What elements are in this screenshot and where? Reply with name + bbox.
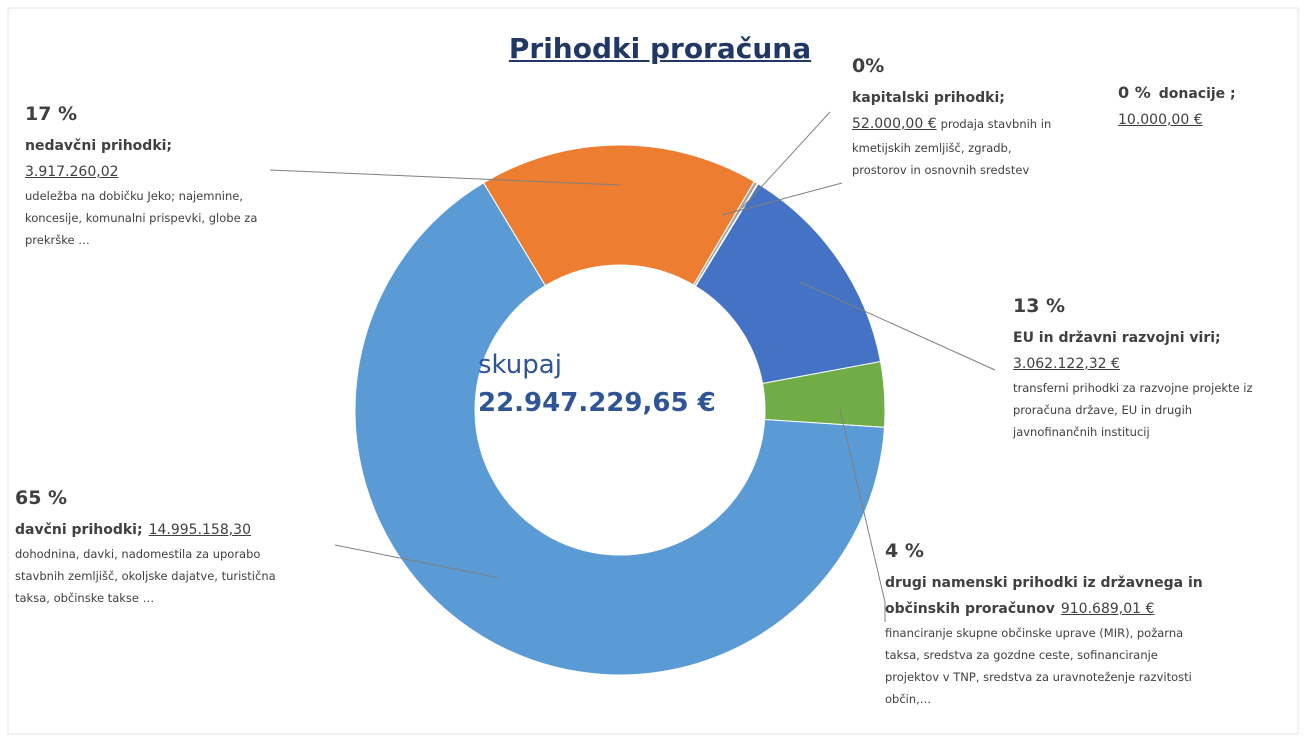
value-label: 14.995.158,30 — [148, 522, 252, 538]
category-label: drugi namenski prihodki iz državnega in … — [885, 575, 1203, 617]
slice-annotation: 0 % donacije ; 10.000,00 € — [1118, 80, 1288, 133]
leader-line — [334, 544, 501, 579]
description-text: projektov v TNP, sredstva za uravnotežen… — [885, 670, 1192, 684]
description-text: občin,… — [885, 692, 932, 706]
description-line: občin,… — [885, 688, 1265, 710]
description-text: javnofinančnih institucij — [1013, 425, 1150, 439]
description-text: financiranje skupne občinske uprave (MIR… — [885, 626, 1184, 640]
description-line: taksa, sredstva za gozdne ceste, sofinan… — [885, 644, 1265, 666]
annotation-head: davčni prihodki; 14.995.158,30 — [15, 517, 365, 543]
leader-line — [269, 169, 621, 186]
description-text: stavbnih zemljišč, okoljske dajatve, tur… — [15, 569, 276, 583]
annotation-head: 0 % donacije ; — [1118, 80, 1288, 107]
percent-label: 0 % — [1118, 83, 1151, 102]
percent-label: 65 % — [15, 487, 68, 509]
frame — [7, 7, 1299, 735]
chart-title: Prihodki proračuna — [508, 32, 812, 65]
leader-line — [839, 409, 886, 622]
description-line: taksa, občinske takse … — [15, 587, 365, 609]
value-label: 10.000,00 € — [1118, 112, 1203, 128]
slice-annotation: 65 % davčni prihodki; 14.995.158,30 dohodni… — [15, 487, 365, 609]
description-line: financiranje skupne občinske uprave (MIR… — [885, 622, 1265, 644]
description-line: proračuna države, EU in drugih — [1013, 399, 1303, 421]
description-text: prekrške … — [25, 233, 90, 247]
leader-line — [741, 111, 831, 209]
annotation-head: EU in državni razvojni viri; — [1013, 325, 1303, 351]
center-label: skupaj 22.947.229,65 € — [478, 350, 716, 418]
value-label: 52.000,00 € — [852, 116, 937, 132]
category-label: davčni prihodki; — [15, 522, 143, 538]
percent-label: 0% — [852, 55, 885, 77]
annotation-head: nedavčni prihodki; — [25, 133, 345, 159]
slice-annotation: 13 % EU in državni razvojni viri; 3.062.12… — [1013, 295, 1303, 443]
annotation-head: drugi namenski prihodki iz državnega in … — [885, 570, 1265, 622]
description-line: prostorov in osnovnih sredstev — [852, 159, 1112, 181]
category-label: EU in državni razvojni viri; — [1013, 330, 1221, 346]
slice-annotation: 4 % drugi namenski prihodki iz državnega … — [885, 540, 1265, 710]
description-line: kmetijskih zemljišč, zgradb, — [852, 137, 1112, 159]
category-label: donacije ; — [1158, 86, 1236, 102]
center-total: 22.947.229,65 € — [478, 388, 716, 418]
value-label: 3.917.260,02 — [25, 164, 119, 180]
description-text: udeležba na dobičku Jeko; najemnine, — [25, 189, 243, 203]
description-line: 52.000,00 € prodaja stavbnih in — [852, 111, 1112, 137]
slice-annotation: 17 % nedavčni prihodki; 3.917.260,02 udelež… — [25, 103, 345, 251]
description-line: prekrške … — [25, 229, 345, 251]
category-label: kapitalski prihodki; — [852, 90, 1005, 106]
description-line: transferni prihodki za razvojne projekte… — [1013, 377, 1303, 399]
value-label: 3.062.122,32 € — [1013, 356, 1120, 372]
description-text: prostorov in osnovnih sredstev — [852, 163, 1030, 177]
description-line: projektov v TNP, sredstva za uravnotežen… — [885, 666, 1265, 688]
description-text: proračuna države, EU in drugih — [1013, 403, 1193, 417]
slice-annotation: 0% kapitalski prihodki; 52.000,00 € prodaja… — [852, 55, 1112, 181]
leader-line — [721, 182, 843, 216]
slice — [482, 144, 756, 287]
description-line: stavbnih zemljišč, okoljske dajatve, tur… — [15, 565, 365, 587]
leader-line — [799, 281, 996, 371]
description-text: taksa, sredstva za gozdne ceste, sofinan… — [885, 648, 1158, 662]
description-line: javnofinančnih institucij — [1013, 421, 1303, 443]
description-line: koncesije, komunalni prispevki, globe za — [25, 207, 345, 229]
annotation-head: kapitalski prihodki; — [852, 85, 1112, 111]
description-line: udeležba na dobičku Jeko; najemnine, — [25, 185, 345, 207]
percent-label: 4 % — [885, 540, 924, 562]
value-label: 910.689,01 € — [1060, 601, 1155, 617]
description-text: transferni prihodki za razvojne projekte… — [1013, 381, 1253, 395]
description-text: prodaja stavbnih in — [940, 117, 1052, 131]
percent-label: 17 % — [25, 103, 78, 125]
description-text: kmetijskih zemljišč, zgradb, — [852, 141, 1012, 155]
description-text: koncesije, komunalni prispevki, globe za — [25, 211, 258, 225]
category-label: nedavčni prihodki; — [25, 138, 173, 154]
description-line: dohodnina, davki, nadomestila za uporabo — [15, 543, 365, 565]
slice — [354, 182, 885, 676]
description-text: dohodnina, davki, nadomestila za uporabo — [15, 547, 261, 561]
percent-label: 13 % — [1013, 295, 1066, 317]
description-text: taksa, občinske takse … — [15, 591, 155, 605]
center-caption: skupaj — [478, 350, 562, 380]
